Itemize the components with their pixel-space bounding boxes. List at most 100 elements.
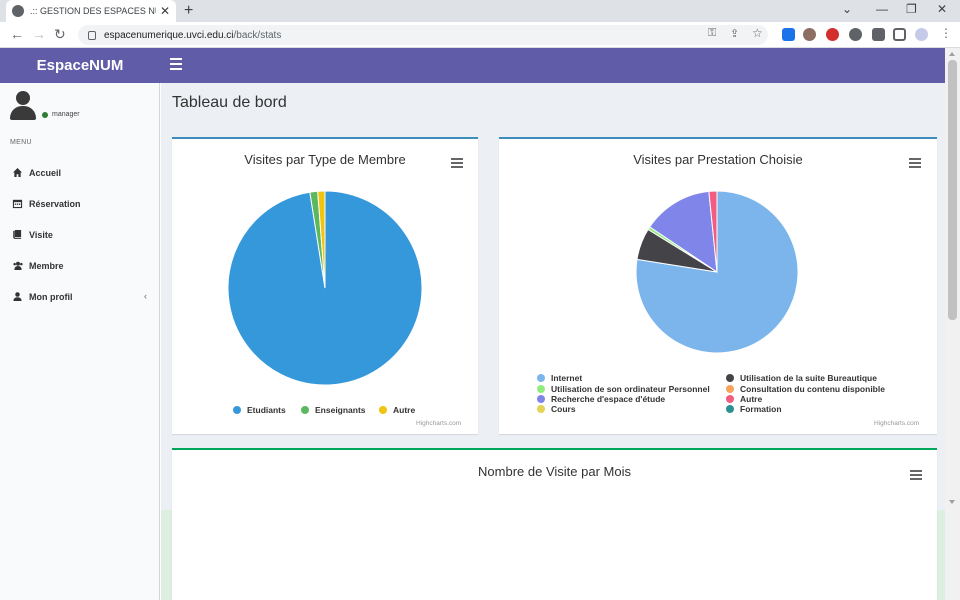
legend-symbol: [537, 385, 545, 393]
calendar-icon: [12, 199, 23, 209]
chevron-down-icon[interactable]: ⌄: [842, 2, 853, 16]
users-icon: [13, 261, 23, 270]
home-icon: [13, 168, 22, 177]
lock-icon: [88, 30, 96, 40]
legend-item-etudiants[interactable]: Etudiants: [233, 405, 286, 415]
user-icon: [13, 292, 22, 301]
online-dot-icon: [42, 111, 48, 118]
user-role: manager: [52, 111, 80, 118]
extension-calendar-icon[interactable]: [782, 28, 795, 41]
legend-label: Enseignants: [315, 405, 366, 415]
key-icon[interactable]: ⚿: [708, 27, 717, 39]
extension-disc-icon[interactable]: [849, 28, 862, 41]
legend-item-recherche[interactable]: Recherche d'espace d'étude: [537, 394, 665, 404]
app-header: EspaceNUM: [0, 48, 945, 83]
new-tab-icon[interactable]: +: [184, 2, 194, 19]
legend-item-bureautique[interactable]: Utilisation de la suite Bureautique: [726, 373, 877, 383]
tab-title: .:: GESTION DES ESPACES NUMERI: [30, 6, 156, 16]
legend-item-autre[interactable]: Autre: [379, 405, 415, 415]
pie-slice-recherche-d-espace-d-tude[interactable]: [649, 190, 718, 274]
legend-label: Utilisation de la suite Bureautique: [740, 373, 877, 383]
chart-title: Nombre de Visite par Mois: [478, 464, 631, 479]
legend-item-cours[interactable]: Cours: [537, 404, 576, 414]
reload-icon[interactable]: ↻: [54, 26, 66, 42]
book-icon: [13, 230, 22, 239]
address-bar[interactable]: espacenumerique.uvci.edu.ci/back/stats: [78, 25, 768, 45]
restore-icon[interactable]: ❐: [906, 2, 917, 16]
highcharts-credits[interactable]: Highcharts.com: [416, 420, 462, 427]
legend-item-internet[interactable]: Internet: [537, 373, 582, 383]
legend-item-formation[interactable]: Formation: [726, 404, 782, 414]
legend-label: Autre: [740, 394, 763, 404]
browser-tab[interactable]: .:: GESTION DES ESPACES NUMERI ✕: [6, 0, 176, 22]
sidebar-item-accueil[interactable]: Accueil: [0, 157, 159, 188]
star-icon[interactable]: ☆: [752, 26, 763, 40]
minimize-icon[interactable]: —: [876, 2, 888, 16]
legend-symbol: [301, 406, 309, 414]
highcharts-credits[interactable]: Highcharts.com: [874, 420, 920, 427]
scroll-down-icon[interactable]: [949, 500, 955, 504]
back-arrow-icon[interactable]: ←: [10, 26, 24, 42]
scroll-up-icon[interactable]: [949, 52, 955, 56]
sidebar-item-reservation[interactable]: Réservation: [0, 188, 159, 219]
sidebar-item-mon-profil[interactable]: Mon profil ‹: [0, 281, 159, 312]
legend-symbol: [726, 385, 734, 393]
legend-label: Internet: [551, 373, 583, 383]
chart-box-prestation: Visites par Prestation Choisie Internet …: [499, 137, 937, 434]
legend-symbol: [726, 395, 734, 403]
legend-symbol: [726, 405, 734, 413]
puzzle-icon[interactable]: [872, 28, 885, 41]
legend-symbol: [537, 395, 545, 403]
share-icon[interactable]: ⇪: [730, 28, 740, 40]
legend-symbol: [537, 405, 545, 413]
chevron-left-icon[interactable]: ‹: [144, 291, 147, 301]
browser-toolbar: ← → ↻ espacenumerique.uvci.edu.ci/back/s…: [0, 22, 960, 48]
pie-slice-autre[interactable]: [708, 190, 718, 273]
chart-box-visits-month: Nombre de Visite par Mois: [172, 448, 937, 600]
sidebar-item-label: Mon profil: [29, 291, 73, 302]
user-panel: [8, 91, 38, 123]
sidebar-item-label: Visite: [29, 229, 53, 240]
profile-avatar-icon[interactable]: [915, 28, 928, 41]
chart-title: Visites par Type de Membre: [244, 152, 406, 167]
scrollbar-thumb[interactable]: [948, 60, 957, 320]
legend-symbol: [726, 374, 734, 382]
avatar: [8, 91, 38, 123]
legend-item-ordinateur[interactable]: Utilisation de son ordinateur Personnel: [537, 384, 710, 394]
sidepanel-icon[interactable]: [893, 28, 906, 41]
legend-item-autre[interactable]: Autre: [726, 394, 762, 404]
window-close-icon[interactable]: ✕: [937, 2, 948, 16]
chart-menu-icon[interactable]: [909, 158, 921, 168]
legend-label: Formation: [740, 404, 782, 414]
legend-symbol: [537, 374, 545, 382]
legend-label: Cours: [551, 404, 576, 414]
legend-item-consultation[interactable]: Consultation du contenu disponible: [726, 384, 885, 394]
forward-arrow-icon[interactable]: →: [32, 26, 46, 42]
legend-item-enseignants[interactable]: Enseignants: [301, 405, 366, 415]
pie-slice-autre[interactable]: [317, 190, 326, 289]
more-vert-icon[interactable]: ⋮: [940, 26, 952, 40]
page-scrollbar[interactable]: [945, 48, 960, 600]
sidebar-item-label: Accueil: [29, 167, 62, 178]
chart-box-member-type: Visites par Type de Membre Etudiants Ens…: [172, 137, 478, 434]
legend-symbol: [379, 406, 387, 414]
browser-tabstrip: .:: GESTION DES ESPACES NUMERI ✕ + ⌄ — ❐…: [0, 0, 960, 22]
legend-label: Utilisation de son ordinateur Personnel: [551, 384, 710, 394]
sidebar-item-visite[interactable]: Visite: [0, 219, 159, 250]
chart-menu-icon[interactable]: [910, 470, 922, 480]
sidebar: manager MENU Accueil Réservation Visite …: [0, 83, 160, 600]
chart-menu-icon[interactable]: [451, 158, 463, 168]
sidebar-item-label: Réservation: [29, 198, 81, 209]
extension-cookie-icon[interactable]: [803, 28, 816, 41]
user-status: manager: [42, 111, 80, 118]
hamburger-menu-icon[interactable]: [170, 58, 182, 70]
sidebar-item-membre[interactable]: Membre: [0, 250, 159, 281]
close-icon[interactable]: ✕: [159, 4, 170, 18]
extension-shield-icon[interactable]: [826, 28, 839, 41]
pie-chart-member-type: [227, 190, 423, 386]
brand-logo[interactable]: EspaceNUM: [36, 57, 124, 74]
legend-label: Consultation du contenu disponible: [740, 384, 885, 394]
menu-header: MENU: [10, 139, 32, 146]
legend-label: Etudiants: [247, 405, 286, 415]
globe-icon: [12, 5, 24, 17]
